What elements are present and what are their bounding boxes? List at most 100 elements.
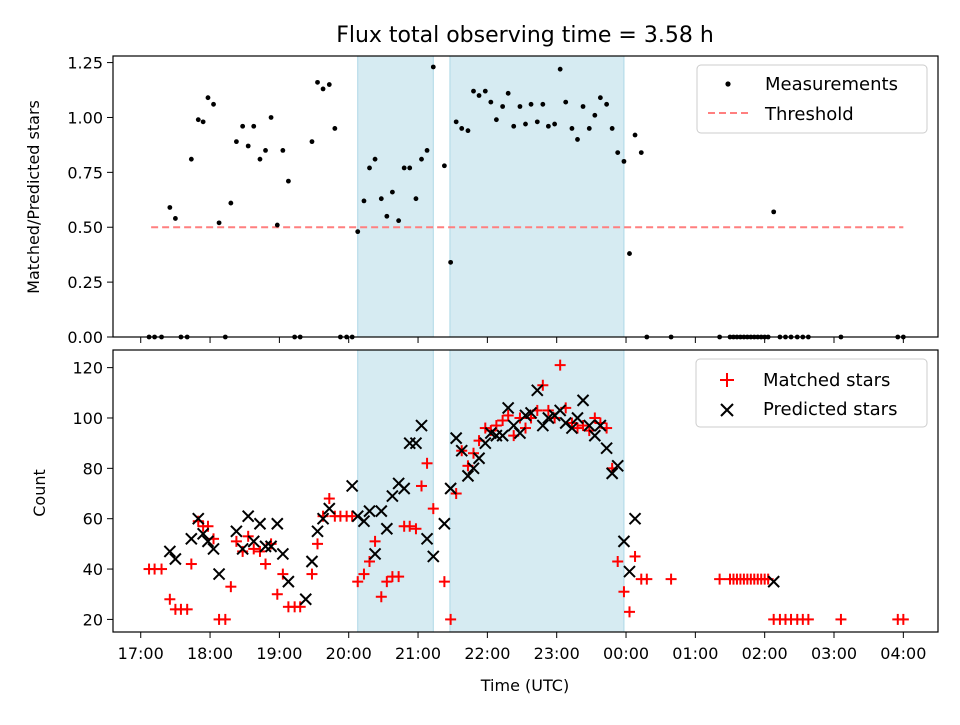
predicted-star-diag2 bbox=[192, 512, 205, 525]
predicted-star-diag2 bbox=[472, 452, 486, 465]
predicted-star-diag2 bbox=[427, 550, 440, 563]
measurement-point bbox=[205, 95, 211, 101]
predicted-star-marker bbox=[449, 431, 463, 445]
measurement-point bbox=[430, 64, 436, 70]
predicted-star-marker bbox=[553, 404, 567, 417]
legend-label-threshold: Threshold bbox=[764, 104, 854, 125]
predicted-star-marker bbox=[536, 419, 550, 432]
predicted-star-marker bbox=[368, 547, 382, 561]
predicted-star-diag2 bbox=[513, 426, 527, 440]
matched-star-marker bbox=[230, 535, 242, 547]
predicted-star-marker bbox=[316, 512, 330, 525]
predicted-star-marker bbox=[623, 565, 636, 578]
bottom-legend: Matched stars Predicted stars bbox=[695, 358, 928, 428]
measurement-point bbox=[500, 104, 506, 109]
measurement-point bbox=[638, 150, 644, 155]
predicted-star-marker bbox=[409, 436, 423, 450]
measurement-point bbox=[315, 79, 320, 85]
xtick-label: 23:00 bbox=[534, 644, 580, 663]
matched-star-marker bbox=[421, 457, 433, 469]
matched-star-marker bbox=[835, 613, 847, 625]
predicted-star-marker bbox=[207, 542, 220, 556]
measurement-point bbox=[396, 218, 402, 224]
measurement-point bbox=[523, 121, 528, 127]
matched-star-marker bbox=[416, 480, 428, 492]
predicted-star-marker bbox=[767, 575, 780, 588]
predicted-star-marker bbox=[271, 517, 284, 530]
predicted-star-marker bbox=[230, 525, 243, 538]
matched-star-marker bbox=[618, 586, 630, 598]
measurement-point bbox=[609, 126, 615, 131]
predicted-star-diag2 bbox=[553, 404, 567, 417]
predicted-star-marker bbox=[617, 535, 631, 548]
predicted-star-marker bbox=[438, 517, 451, 530]
measurement-point bbox=[552, 121, 558, 127]
predicted-star-diag2 bbox=[559, 416, 572, 430]
shaded-region-top-1 bbox=[449, 55, 625, 338]
matched-star-marker bbox=[248, 543, 260, 555]
matched-star-marker bbox=[445, 613, 457, 625]
matched-star-marker bbox=[352, 576, 364, 588]
predicted-star-diag2 bbox=[299, 593, 312, 606]
predicted-star-marker bbox=[455, 444, 468, 457]
xtick-label: 18:00 bbox=[187, 644, 233, 663]
predicted-star-diag2 bbox=[583, 419, 596, 432]
predicted-star-diag2 bbox=[501, 401, 515, 415]
top-ytick-label: 0.75 bbox=[67, 163, 103, 182]
predicted-star-diag2 bbox=[259, 540, 272, 553]
bottom-x-markers bbox=[163, 384, 780, 606]
measurement-point bbox=[453, 119, 459, 125]
matched-star-marker bbox=[225, 581, 237, 593]
measurement-point bbox=[188, 156, 194, 162]
matched-star-marker bbox=[714, 573, 726, 585]
measurement-point bbox=[274, 222, 280, 228]
measurement-point bbox=[407, 165, 413, 171]
predicted-star-diag2 bbox=[767, 575, 780, 588]
bottom-plus-markers bbox=[143, 359, 909, 625]
measurement-point bbox=[251, 123, 257, 129]
measurement-point bbox=[557, 66, 563, 72]
predicted-star-diag2 bbox=[444, 482, 457, 495]
measurement-point bbox=[597, 95, 603, 101]
measurement-point bbox=[332, 126, 338, 131]
predicted-star-marker bbox=[444, 482, 457, 495]
xtick-label: 20:00 bbox=[326, 644, 372, 663]
measurement-point bbox=[367, 165, 372, 171]
measurement-point bbox=[389, 189, 395, 195]
measurement-point bbox=[493, 117, 499, 123]
matched-star-marker bbox=[393, 571, 405, 583]
predicted-star-marker bbox=[345, 479, 359, 493]
predicted-star-marker bbox=[386, 489, 399, 503]
matched-star-marker bbox=[312, 538, 324, 550]
bottom-legend-box bbox=[695, 358, 928, 428]
top-ylabel: Matched/Predicted stars bbox=[24, 100, 43, 294]
predicted-star-diag2 bbox=[363, 504, 376, 518]
predicted-star-marker bbox=[576, 394, 590, 407]
measurement-point bbox=[592, 112, 598, 118]
matched-star-marker bbox=[358, 568, 370, 580]
xtick-label: 22:00 bbox=[464, 644, 510, 663]
top-axes-frame bbox=[112, 55, 939, 338]
measurement-point bbox=[280, 147, 286, 153]
legend-label-predicted: Predicted stars bbox=[763, 399, 897, 420]
measurement-point bbox=[384, 213, 390, 219]
predicted-star-diag2 bbox=[236, 542, 249, 556]
predicted-star-marker bbox=[571, 411, 584, 425]
top-legend: Measurements Threshold bbox=[696, 64, 928, 134]
predicted-star-diag2 bbox=[542, 411, 555, 425]
predicted-star-diag2 bbox=[571, 411, 584, 425]
xtick-label: 04:00 bbox=[880, 644, 926, 663]
measurement-point bbox=[320, 86, 326, 92]
matched-star-marker bbox=[364, 556, 376, 567]
measurement-point bbox=[401, 165, 407, 171]
predicted-star-diag2 bbox=[169, 552, 182, 566]
predicted-star-marker bbox=[479, 436, 492, 450]
predicted-star-diag2 bbox=[461, 469, 475, 483]
predicted-star-diag2 bbox=[409, 436, 423, 450]
xtick-label: 19:00 bbox=[256, 644, 302, 663]
matched-star-marker bbox=[665, 573, 677, 585]
measurement-point bbox=[419, 156, 424, 162]
measurement-point bbox=[511, 123, 517, 129]
predicted-star-diag2 bbox=[617, 535, 631, 548]
top-ytick-label: 1.00 bbox=[67, 108, 103, 127]
